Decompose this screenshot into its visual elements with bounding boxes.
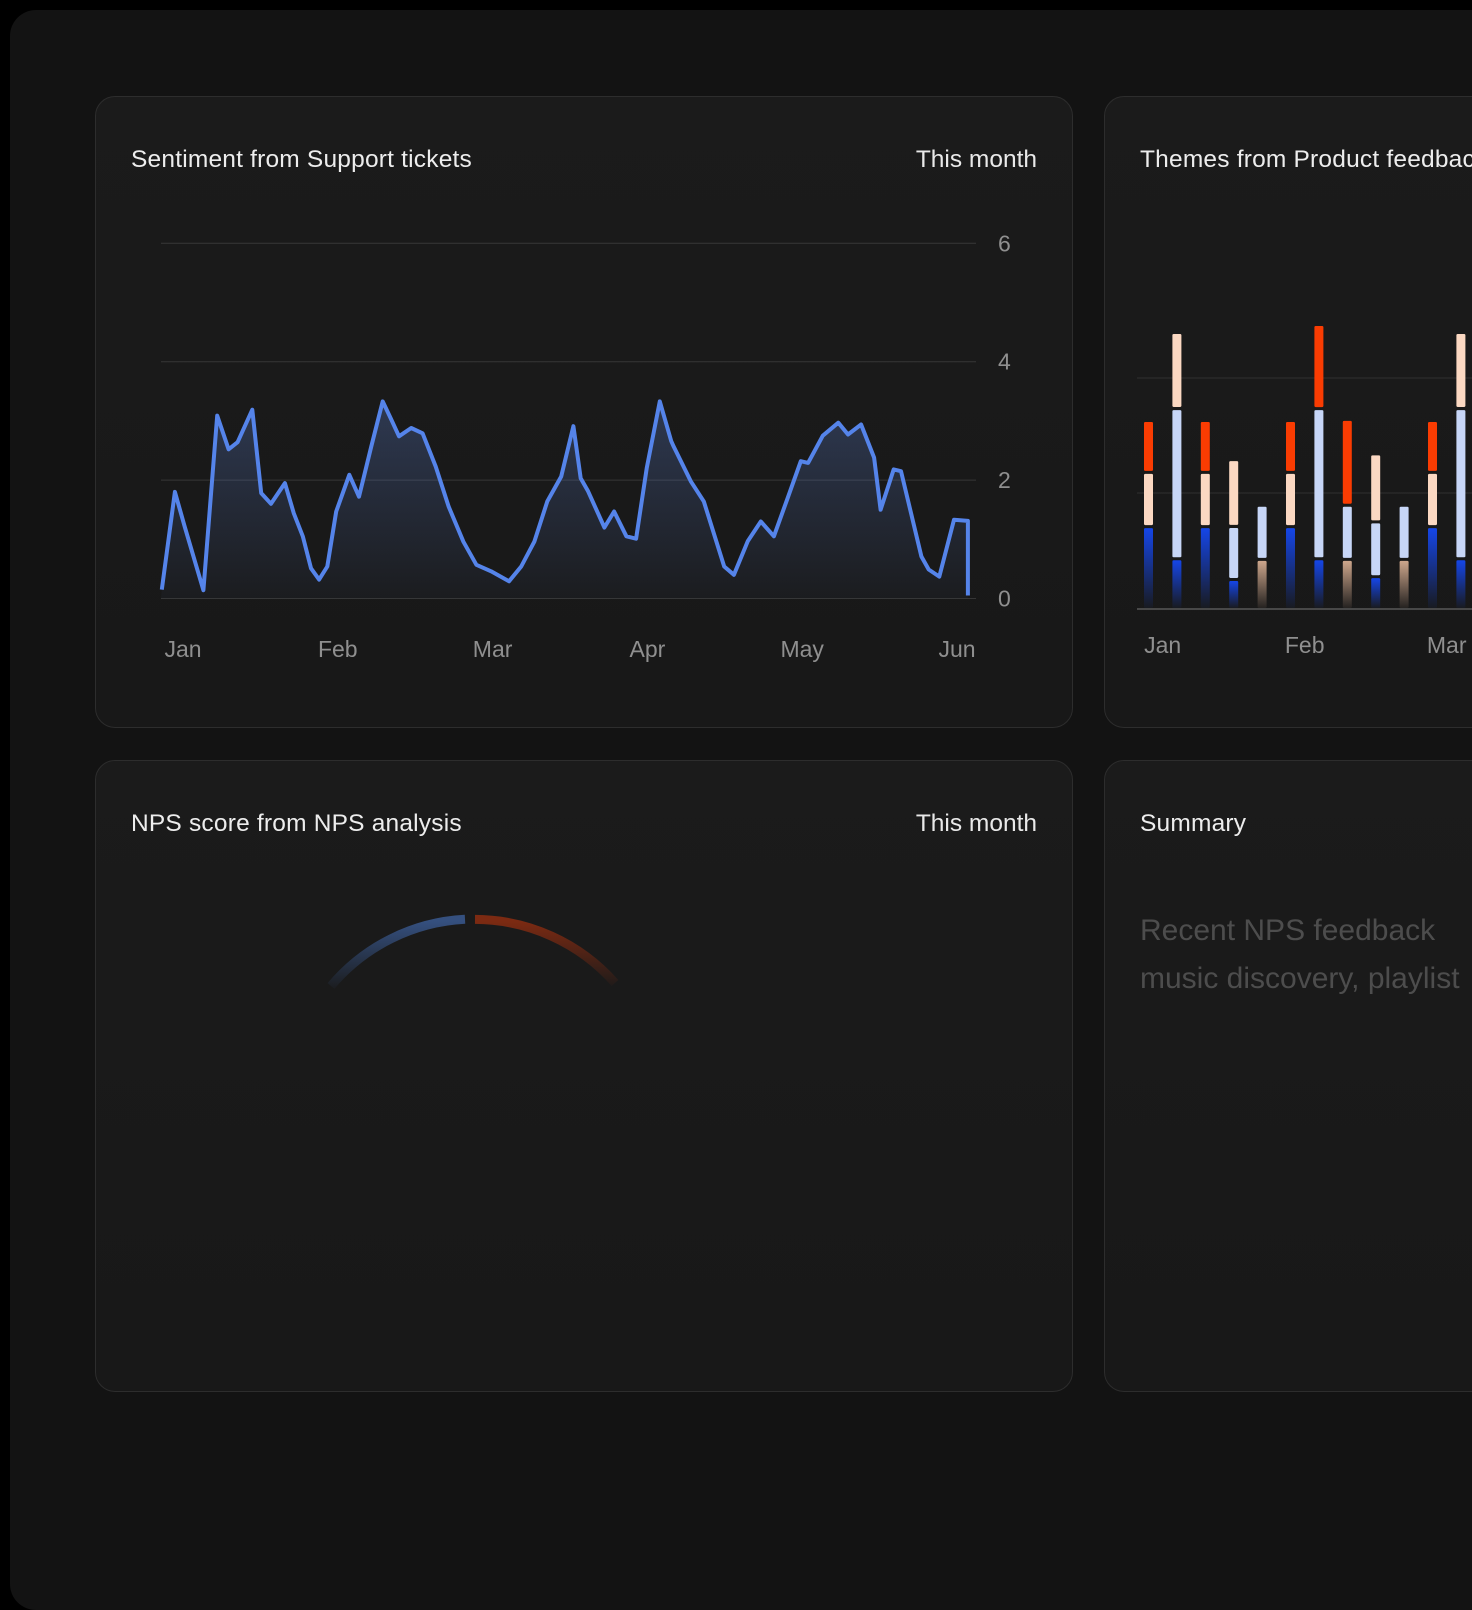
bar-segment-lightblue: [1229, 528, 1239, 578]
x-tick-label: Feb: [1285, 632, 1325, 658]
gauge-segment-blue: [327, 914, 466, 989]
bar-segment-blue: [1172, 560, 1182, 608]
bar-segment-peach: [1144, 473, 1153, 526]
x-tick-label: Apr: [630, 636, 666, 662]
bar-segment-lightblue: [1314, 410, 1324, 558]
bar-segment-blue: [1456, 560, 1466, 608]
summary-line: music discovery, playlist: [1140, 962, 1460, 995]
bar-segment-red: [1314, 326, 1324, 408]
nps-time-range-label: This month: [915, 810, 1037, 837]
bar-segment-peach: [1371, 455, 1381, 521]
y-tick-label: 6: [998, 230, 1011, 256]
sentiment-time-range-label: This month: [915, 146, 1037, 173]
bar-segment-lightblue: [1371, 523, 1381, 576]
bar-segment-peach: [1172, 334, 1182, 407]
summary-body-text: Recent NPS feedback music discovery, pla…: [1140, 907, 1460, 1003]
x-tick-label: Feb: [318, 636, 358, 662]
x-tick-label: May: [780, 636, 824, 662]
bar-segment-blue: [1286, 528, 1295, 608]
bar-segment-red: [1286, 422, 1295, 471]
x-tick-label: Jun: [938, 636, 975, 662]
sentiment-line: [159, 399, 970, 596]
y-tick-label: 4: [998, 349, 1011, 375]
bar-segment-blue: [1229, 581, 1239, 608]
bar-segment-red: [1428, 422, 1437, 471]
y-tick-label: 0: [998, 586, 1011, 612]
bar-segment-tan: [1342, 560, 1352, 608]
bar-segment-tan: [1399, 560, 1409, 608]
nps-card: NPS score from NPS analysis This month: [95, 760, 1073, 1392]
themes-card-title: Themes from Product feedback: [1140, 146, 1472, 173]
bar-segment-red: [1342, 420, 1352, 504]
bar-segment-lightblue: [1257, 506, 1267, 558]
x-tick-label: Mar: [473, 636, 513, 662]
sentiment-line-chart: 0 2 4 6 Jan Feb Mar Apr May Jun: [159, 230, 1011, 662]
bar-segment-blue: [1371, 578, 1381, 608]
sentiment-card-title: Sentiment from Support tickets: [131, 146, 472, 173]
bar-segment-peach: [1200, 473, 1210, 526]
bar-segment-lightblue: [1172, 410, 1182, 558]
bar-segment-peach: [1456, 334, 1466, 407]
bar-segment-lightblue: [1342, 506, 1352, 558]
bar-segment-peach: [1229, 461, 1239, 525]
bar-segment-peach: [1286, 473, 1295, 526]
bar-segment-blue: [1428, 528, 1437, 608]
bar-segment-lightblue: [1456, 410, 1466, 558]
bar-segment-tan: [1257, 560, 1267, 608]
themes-card: Themes from Product feedback Jan Feb Mar: [1104, 96, 1472, 728]
bar-segment-peach: [1428, 473, 1437, 526]
nps-card-title: NPS score from NPS analysis: [131, 810, 462, 837]
bar-segment-red: [1144, 422, 1153, 471]
summary-card: Summary Recent NPS feedback music discov…: [1104, 760, 1472, 1392]
bar-segment-red: [1200, 422, 1210, 471]
nps-gauge-chart: [327, 914, 619, 989]
x-tick-label: Jan: [164, 636, 201, 662]
sentiment-area-fill: [161, 401, 968, 599]
y-tick-label: 2: [998, 467, 1011, 493]
bar-segment-blue: [1144, 528, 1153, 608]
x-tick-label: Mar: [1427, 632, 1467, 658]
bar-segment-blue: [1200, 528, 1210, 608]
sentiment-card: Sentiment from Support tickets This mont…: [95, 96, 1073, 728]
bar-segment-blue: [1314, 560, 1324, 608]
x-tick-label: Jan: [1144, 632, 1181, 658]
gauge-segment-red: [474, 914, 619, 986]
summary-line: Recent NPS feedback: [1140, 914, 1436, 947]
themes-stacked-bar-chart: Jan Feb Mar: [1137, 326, 1472, 658]
bar-segment-lightblue: [1399, 506, 1409, 558]
summary-card-title: Summary: [1140, 810, 1247, 837]
